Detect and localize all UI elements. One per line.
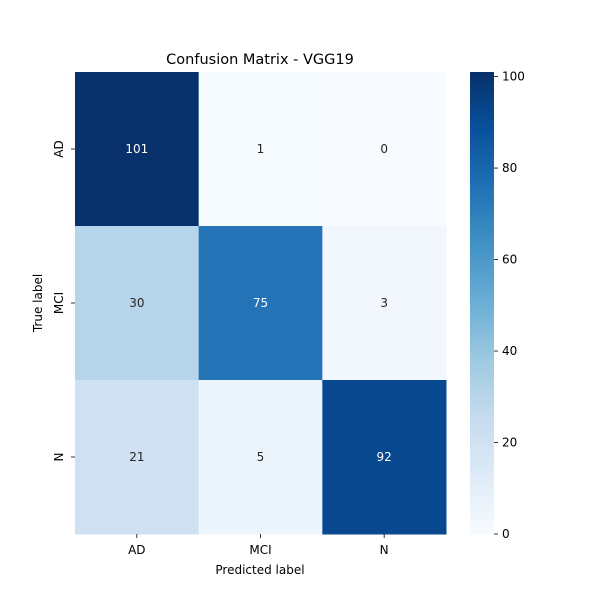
y-tick-label: MCI [52,292,66,314]
y-axis-ticks: AD MCI N [52,140,75,461]
heatmap-cell-MCI-MCI [198,226,323,381]
x-tick-label: AD [128,543,145,557]
cell-value-label: 5 [257,450,265,464]
heatmap-cell-labels: 101 1 0 30 75 3 21 5 92 [125,142,391,464]
cell-value-label: 0 [380,142,388,156]
x-tick-label: N [380,543,389,557]
x-tick-label: MCI [249,543,271,557]
cell-value-label: 75 [253,296,268,310]
heatmap-cells [75,72,447,535]
heatmap-cell-N-AD [75,380,200,535]
cell-value-label: 92 [377,450,392,464]
cell-value-label: 1 [257,142,265,156]
heatmap-cell-N-MCI [198,380,323,535]
heatmap-cell-N-N [322,380,447,535]
colorbar-tick-label: 0 [502,527,510,541]
chart-title: Confusion Matrix - VGG19 [166,52,354,68]
cell-value-label: 30 [129,296,144,310]
y-tick-label: N [52,453,66,462]
heatmap-cell-MCI-AD [75,226,200,381]
y-tick-label: AD [52,140,66,157]
colorbar-tick-label: 100 [502,70,525,84]
colorbar-tick-label: 20 [502,436,517,450]
cell-value-label: 3 [380,296,388,310]
heatmap-cell-AD-AD [75,72,200,227]
x-axis-label: Predicted label [215,563,304,577]
y-axis-label: True label [31,274,45,333]
colorbar-tick-label: 40 [502,344,517,358]
colorbar [470,72,494,534]
colorbar-tick-label: 80 [502,161,517,175]
colorbar-tick-label: 60 [502,253,517,267]
cell-value-label: 101 [125,142,148,156]
cell-value-label: 21 [129,450,144,464]
heatmap-cell-AD-N [322,72,447,227]
heatmap-cell-MCI-N [322,226,447,381]
colorbar-ticks: 0 20 40 60 80 100 [494,70,525,541]
x-axis-ticks: AD MCI N [128,534,389,557]
heatmap-cell-AD-MCI [198,72,323,227]
